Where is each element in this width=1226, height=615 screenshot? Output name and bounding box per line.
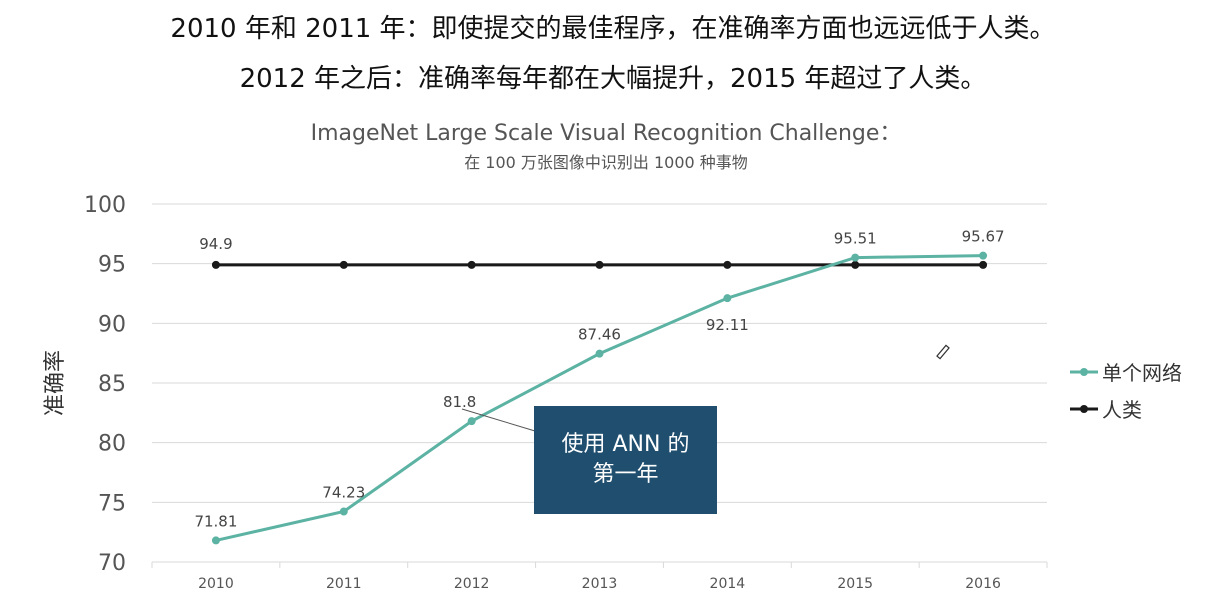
series-human-point xyxy=(595,260,604,269)
pencil-cursor-icon xyxy=(936,344,950,360)
data-label-network: 81.8 xyxy=(443,393,476,411)
data-label-network: 92.11 xyxy=(706,316,749,334)
y-tick-label: 100 xyxy=(84,193,126,218)
data-label-network: 95.67 xyxy=(962,228,1005,246)
y-tick-label: 80 xyxy=(98,432,126,457)
series-human-point xyxy=(467,260,476,269)
series-human-point xyxy=(723,260,732,269)
x-tick-label: 2012 xyxy=(454,576,490,592)
series-network-point xyxy=(339,507,348,516)
x-tick-label: 2011 xyxy=(326,576,362,592)
legend-label-human: 人类 xyxy=(1102,398,1142,422)
series-network-point xyxy=(851,253,860,262)
y-tick-label: 95 xyxy=(98,253,126,278)
x-tick-label: 2010 xyxy=(198,576,234,592)
legend: 单个网络 人类 xyxy=(1070,361,1182,422)
legend-label-network: 单个网络 xyxy=(1102,361,1182,385)
x-tick-labels: 2010 2011 2012 2013 2014 2015 2016 xyxy=(198,576,1001,592)
callout-line-2: 第一年 xyxy=(592,462,659,487)
series-network-point xyxy=(595,349,604,358)
series-network-point xyxy=(723,294,732,303)
chart-subtitle: 在 100 万张图像中识别出 1000 种事物 xyxy=(464,153,748,172)
callout-leader-line xyxy=(461,408,536,432)
chart-title: ImageNet Large Scale Visual Recognition … xyxy=(311,121,902,146)
y-axis-label: 准确率 xyxy=(43,350,68,416)
callout-box: 使用 ANN 的 第一年 xyxy=(534,406,717,514)
data-label-network: 71.81 xyxy=(194,512,237,530)
y-tick-label: 75 xyxy=(98,491,126,516)
legend-item-network: 单个网络 xyxy=(1070,361,1182,385)
legend-marker-network xyxy=(1080,368,1088,376)
series-human-point xyxy=(851,260,860,269)
series-layer xyxy=(211,251,988,545)
y-tick-label: 85 xyxy=(98,372,126,397)
x-tick-label: 2016 xyxy=(965,576,1001,592)
series-human-point xyxy=(979,260,988,269)
data-label-network: 87.46 xyxy=(578,326,621,344)
header-line-2: 2012 年之后：准确率每年都在大幅提升，2015 年超过了人类。 xyxy=(239,64,987,94)
grid-layer xyxy=(151,203,1048,568)
series-network-point xyxy=(979,251,988,260)
legend-marker-human xyxy=(1080,405,1088,413)
y-tick-label: 70 xyxy=(98,551,126,576)
x-tick-label: 2014 xyxy=(710,576,746,592)
header-line-1: 2010 年和 2011 年：即使提交的最佳程序，在准确率方面也远远低于人类。 xyxy=(170,14,1056,44)
data-labels: 71.81 74.23 81.8 87.46 92.11 95.51 95.67 94.9 xyxy=(194,228,1004,531)
x-tick-label: 2013 xyxy=(582,576,618,592)
data-label-network: 95.51 xyxy=(834,230,877,248)
series-human-point xyxy=(211,260,220,269)
y-tick-label: 90 xyxy=(98,312,126,337)
data-label-human: 94.9 xyxy=(199,235,232,253)
series-network-point xyxy=(467,417,476,426)
callout-line-1: 使用 ANN 的 xyxy=(561,432,690,457)
data-label-network: 74.23 xyxy=(322,484,365,502)
legend-item-human: 人类 xyxy=(1070,398,1142,422)
x-tick-label: 2015 xyxy=(837,576,873,592)
series-network-point xyxy=(211,536,220,545)
y-tick-labels: 100 95 90 85 80 75 70 xyxy=(84,193,126,576)
series-human-point xyxy=(339,260,348,269)
